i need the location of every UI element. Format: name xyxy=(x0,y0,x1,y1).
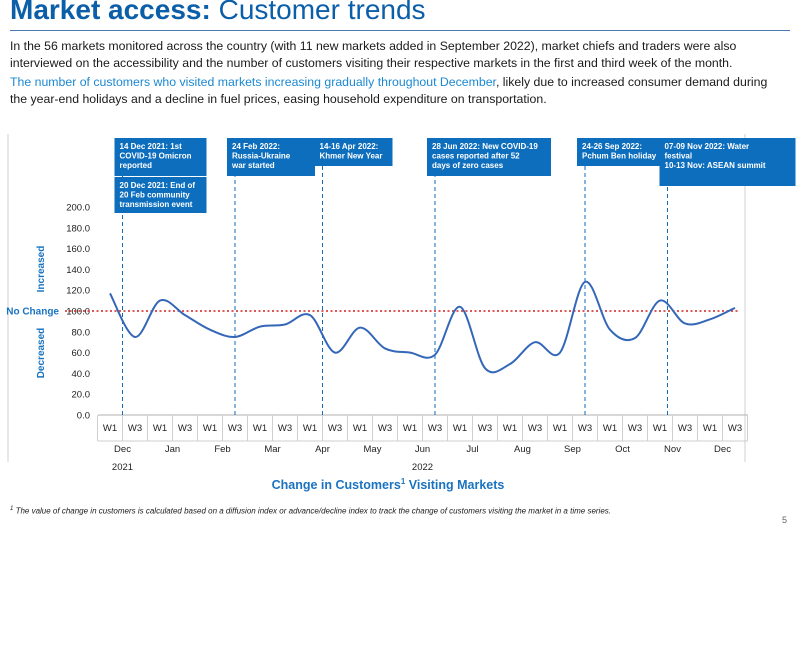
customer-trend-chart: 0.0 20.0 40.0 60.0 80.0 100.0 120.0 140.0 160.0 1… xyxy=(6,134,796,492)
year-label: 2022 xyxy=(412,462,433,473)
week-label: W3 xyxy=(128,423,142,434)
annotation-text: transmission event xyxy=(120,200,193,209)
week-label: W3 xyxy=(178,423,192,434)
week-label: W1 xyxy=(203,423,217,434)
annotation-text: 24 Feb 2022: xyxy=(232,142,280,151)
annotation-box xyxy=(427,138,551,176)
annotation-text: Pchum Ben holiday xyxy=(582,152,657,161)
annotation-text: COVID-19 Omicron xyxy=(120,152,192,161)
y-tick-label: 180.0 xyxy=(66,223,90,234)
y-tick-label: 60.0 xyxy=(72,348,91,359)
y-label-increased: Increased xyxy=(36,246,47,293)
annotation-text: Khmer New Year xyxy=(320,152,383,161)
month-label: Nov xyxy=(664,444,681,455)
annotation-text: 07-09 Nov 2022: Water xyxy=(665,142,750,151)
annotation-text: 10-13 Nov: ASEAN summit xyxy=(665,161,766,170)
annotation-text: Russia-Ukraine xyxy=(232,152,291,161)
annotation-text: festival xyxy=(665,152,693,161)
annotation-box xyxy=(114,177,207,213)
annotation-box xyxy=(659,138,796,186)
week-label: W1 xyxy=(103,423,117,434)
month-label: Mar xyxy=(264,444,280,455)
week-label: W3 xyxy=(228,423,242,434)
chart-title-suffix: Visiting Markets xyxy=(405,478,504,492)
week-label: W1 xyxy=(303,423,317,434)
week-label: W3 xyxy=(578,423,592,434)
month-label: Aug xyxy=(514,444,531,455)
week-label: W3 xyxy=(278,423,292,434)
annotation-box xyxy=(314,138,393,166)
annotation-text: war started xyxy=(231,161,275,170)
month-label: Dec xyxy=(114,444,131,455)
y-tick-label: 80.0 xyxy=(72,327,91,338)
week-label: W1 xyxy=(503,423,517,434)
week-label: W3 xyxy=(378,423,392,434)
week-label: W3 xyxy=(728,423,742,434)
trend-paragraph: The number of customers who visited mark… xyxy=(10,74,784,108)
annotation-text: 28 Jun 2022: New COVID-19 xyxy=(432,142,538,151)
week-label: W3 xyxy=(628,423,642,434)
page-number: 5 xyxy=(782,515,788,525)
month-label: Jun xyxy=(415,444,430,455)
week-label: W3 xyxy=(478,423,492,434)
week-label: W1 xyxy=(453,423,467,434)
week-label: W3 xyxy=(528,423,542,434)
annotation-text: 14 Dec 2021: 1st xyxy=(120,142,183,151)
y-tick-label: 160.0 xyxy=(66,244,90,255)
series-line xyxy=(109,280,736,374)
week-label: W1 xyxy=(603,423,617,434)
week-label: W1 xyxy=(553,423,567,434)
footnote-text: The value of change in customers is calc… xyxy=(13,506,611,516)
intro-paragraph: In the 56 markets monitored across the c… xyxy=(10,39,737,70)
footnote: 1 The value of change in customers is ca… xyxy=(10,506,611,516)
annotation-text: 24-26 Sep 2022: xyxy=(582,142,642,151)
chart-title: Change in Customers1 Visiting Markets xyxy=(272,477,505,492)
month-label: Feb xyxy=(214,444,230,455)
y-tick-label: 40.0 xyxy=(72,369,91,380)
week-label: W1 xyxy=(403,423,417,434)
week-label: W1 xyxy=(703,423,717,434)
annotation-box xyxy=(577,138,673,166)
month-label: Jan xyxy=(165,444,180,455)
annotation-text: 20 Feb community xyxy=(120,191,191,200)
month-label: Dec xyxy=(714,444,731,455)
week-label: W1 xyxy=(353,423,367,434)
annotation-text: cases reported after 52 xyxy=(432,152,520,161)
chart-title-main: Change in Customers xyxy=(272,478,401,492)
y-tick-label: 20.0 xyxy=(72,390,91,401)
month-label: Jul xyxy=(466,444,478,455)
week-label: W3 xyxy=(328,423,342,434)
annotation-box xyxy=(114,138,207,176)
month-label: Oct xyxy=(615,444,630,455)
title-divider xyxy=(10,30,790,31)
annotation-text: reported xyxy=(120,161,153,170)
week-label: W3 xyxy=(678,423,692,434)
y-tick-label: 100.0 xyxy=(66,307,90,318)
y-tick-label: 200.0 xyxy=(66,203,90,214)
y-tick-label: 120.0 xyxy=(66,286,90,297)
week-label: W1 xyxy=(253,423,267,434)
week-label: W1 xyxy=(653,423,667,434)
month-label: May xyxy=(364,444,382,455)
y-tick-label: 0.0 xyxy=(77,411,90,422)
annotation-box xyxy=(227,138,315,176)
trend-highlight: The number of customers who visited mark… xyxy=(10,75,496,89)
annotation-text: days of zero cases xyxy=(432,161,504,170)
page-title-rest: Customer trends xyxy=(210,0,426,25)
chart-title-sup: 1 xyxy=(401,477,406,486)
week-label: W1 xyxy=(153,423,167,434)
page-title: Market access: Customer trends xyxy=(10,0,426,26)
annotation-text: 14-16 Apr 2022: xyxy=(320,142,379,151)
month-label: Apr xyxy=(315,444,330,455)
year-label: 2021 xyxy=(112,462,133,473)
trend-rest: , likely due to increased consumer deman… xyxy=(10,75,768,106)
footnote-marker: 1 xyxy=(10,506,14,512)
y-label-decreased: Decreased xyxy=(36,328,47,379)
week-label: W3 xyxy=(428,423,442,434)
reference-label: No Change xyxy=(6,307,59,318)
month-label: Sep xyxy=(564,444,581,455)
page-title-bold: Market access: xyxy=(10,0,211,25)
y-tick-label: 140.0 xyxy=(66,265,90,276)
annotation-text: 20 Dec 2021: End of xyxy=(120,181,196,190)
